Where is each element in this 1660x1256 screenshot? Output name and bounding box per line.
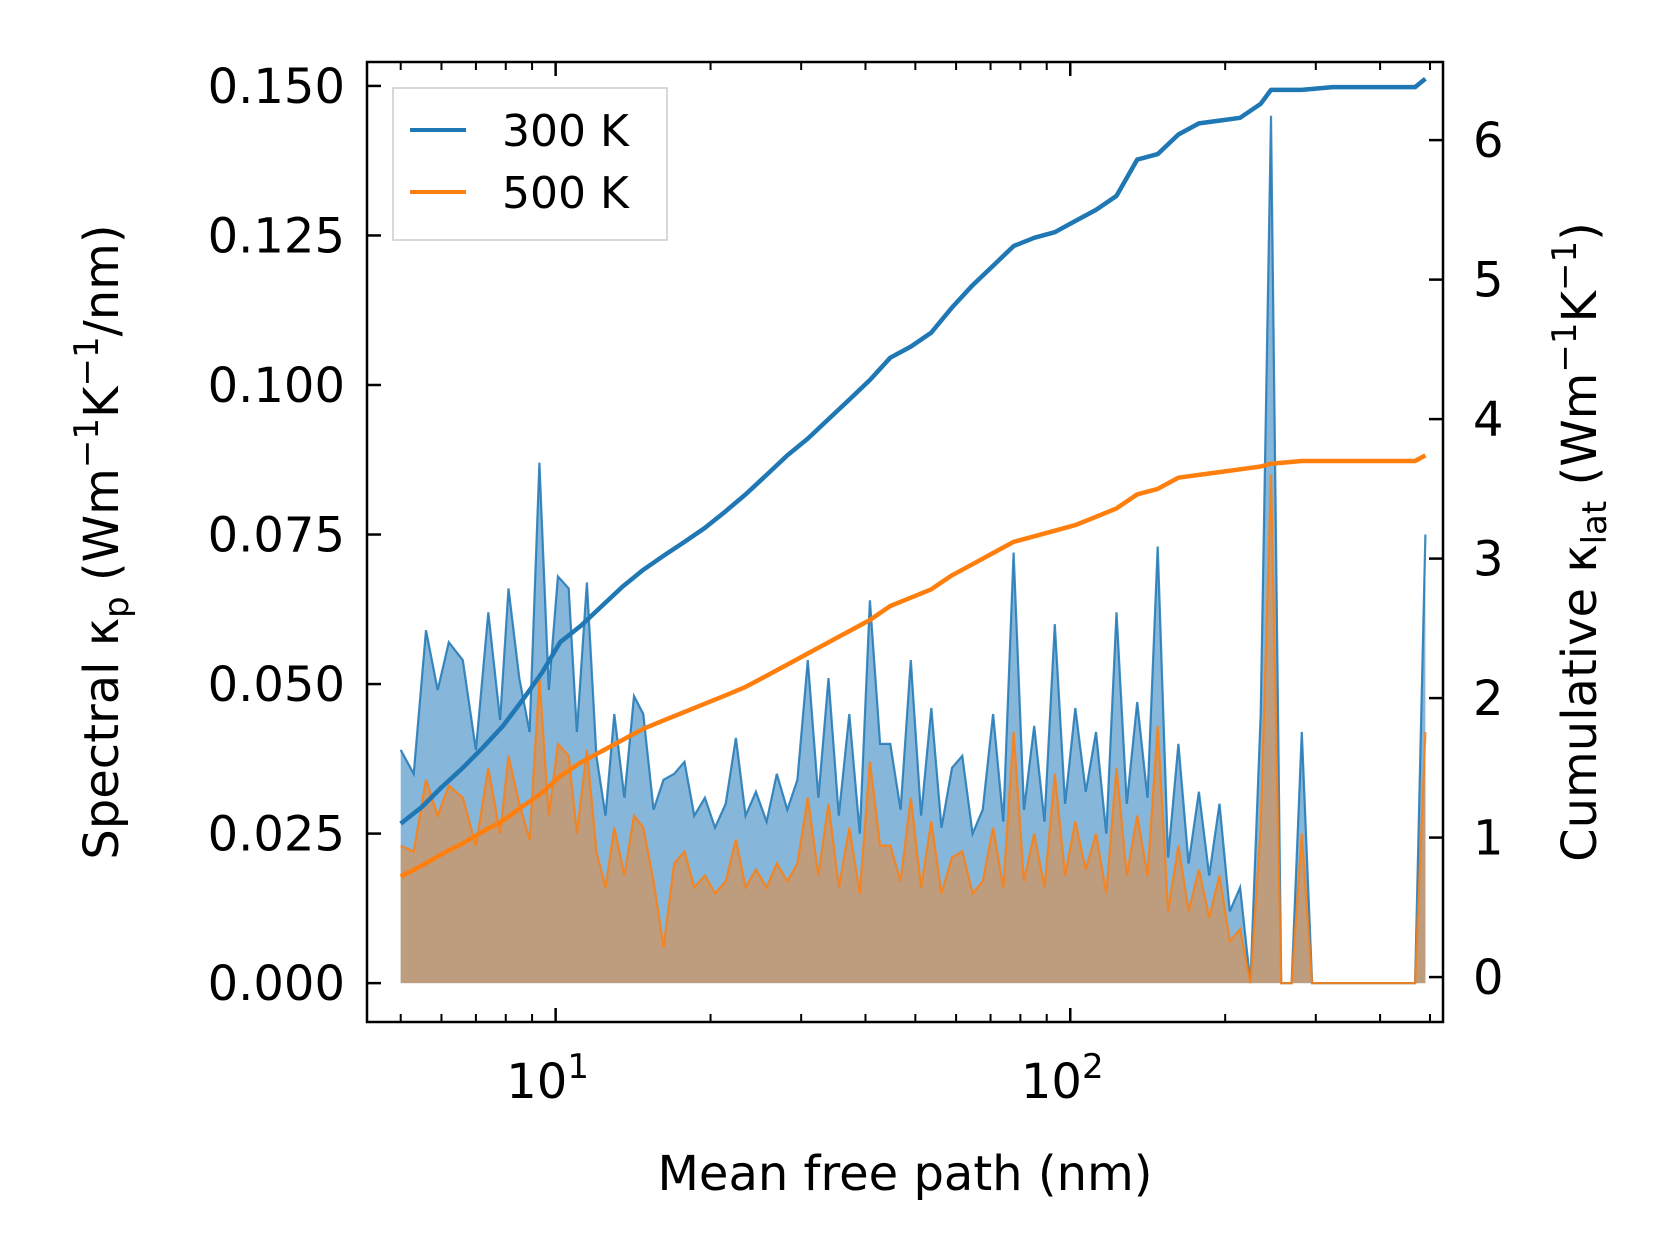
x-tick-label: 101	[506, 1047, 589, 1110]
y-tick-label-right: 0	[1473, 950, 1504, 1006]
plot-frame	[365, 60, 1445, 1024]
y-tick-label-right: 3	[1473, 532, 1504, 588]
y-tick-label-right: 5	[1473, 253, 1504, 309]
cumulative-line-300k	[399, 76, 1427, 826]
tick-labels: 0.000 0.025 0.050 0.075 0.100 0.125 0.150 0 1 2 3 4…	[208, 59, 1504, 1110]
y-tick-label-left: 0.125	[208, 208, 345, 264]
y-tick-label-right: 6	[1473, 113, 1504, 169]
y-tick-label-right: 2	[1473, 671, 1504, 727]
y-tick-label-right: 4	[1473, 392, 1504, 448]
data-lines	[399, 76, 1427, 879]
y-axis-label-left: Spectral κp (Wm−1K−1/nm)	[67, 224, 137, 859]
legend-label-500k: 500 K	[502, 168, 630, 219]
y-tick-label-right: 1	[1473, 811, 1504, 867]
legend: 300 K 500 K	[392, 87, 668, 241]
y-tick-label-left: 0.050	[208, 657, 345, 713]
axis-ticks	[367, 62, 1443, 1022]
y-tick-label-left: 0.150	[208, 59, 345, 115]
y-tick-label-left: 0.025	[208, 807, 345, 863]
y-tick-label-left: 0.100	[208, 358, 345, 414]
spectral-fills	[399, 115, 1427, 985]
spectral-line-500k	[400, 474, 1427, 985]
spectral-line-300k	[399, 115, 1427, 985]
y-tick-label-left: 0.000	[208, 956, 345, 1012]
y-tick-label-left: 0.075	[208, 508, 345, 564]
legend-box	[392, 87, 668, 241]
x-axis-label: Mean free path (nm)	[658, 1146, 1153, 1202]
x-tick-label: 102	[1021, 1047, 1104, 1110]
spectral-area-500k	[400, 474, 1426, 984]
legend-label-300k: 300 K	[502, 106, 630, 157]
y-axis-label-right: Cumulative κlat (Wm−1K−1)	[1545, 222, 1615, 862]
cumulative-line-500k	[399, 453, 1427, 879]
